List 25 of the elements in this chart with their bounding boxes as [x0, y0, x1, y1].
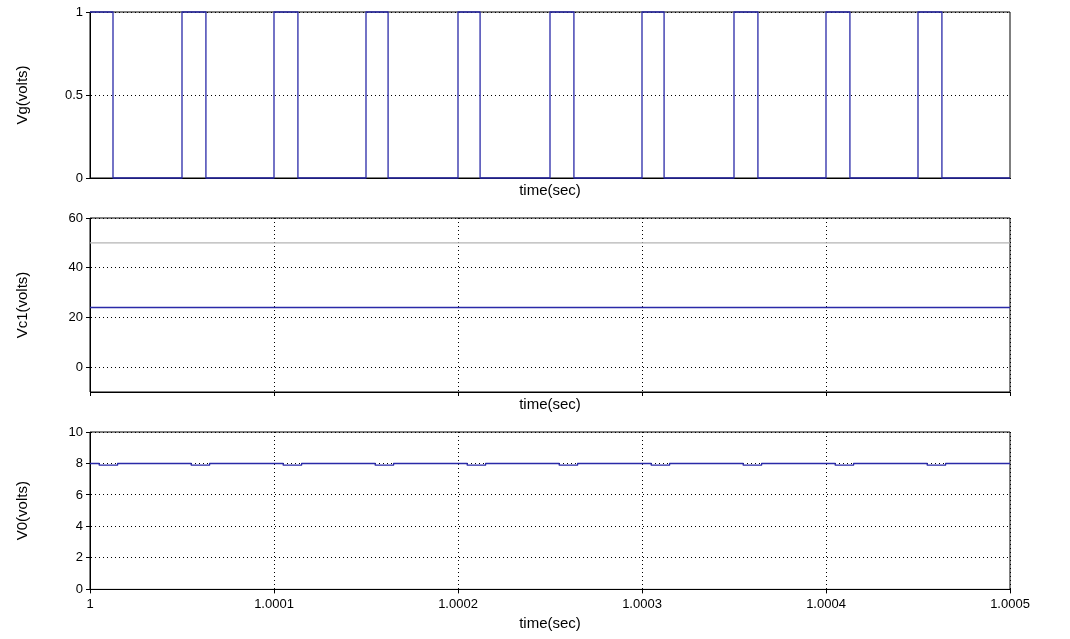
x-tick-label: 1.0002	[438, 595, 478, 611]
y-tick-label: 4	[75, 518, 83, 534]
y-tick-label: 20	[68, 309, 83, 325]
x-tick-label: 1	[86, 595, 94, 611]
y-tick-label: 0	[75, 358, 83, 374]
x-tick-label: 1.0001	[254, 595, 294, 611]
y-tick-label: 60	[68, 209, 83, 225]
y-tick-label: 6	[75, 486, 83, 502]
y-tick-label: 0	[75, 580, 83, 596]
y-tick-label: 8	[75, 455, 83, 471]
y-axis-title: Vg(volts)	[13, 65, 31, 125]
y-tick-label: 0	[75, 169, 83, 185]
x-axis-title: time(sec)	[519, 181, 581, 199]
y-tick-label: 0.5	[64, 86, 83, 102]
y-axis-title: Vc1(volts)	[13, 271, 31, 339]
x-tick-label: 1.0004	[806, 595, 846, 611]
y-tick-label: 2	[75, 549, 83, 565]
x-tick-label: 1.0005	[990, 595, 1030, 611]
x-tick-label: 1.0003	[622, 595, 662, 611]
y-tick-label: 10	[68, 423, 83, 439]
y-tick-label: 40	[68, 259, 83, 275]
y-tick-label: 1	[75, 3, 83, 19]
x-axis-title: time(sec)	[519, 614, 581, 632]
x-axis-title: time(sec)	[519, 395, 581, 413]
y-axis-title: V0(volts)	[13, 481, 31, 541]
